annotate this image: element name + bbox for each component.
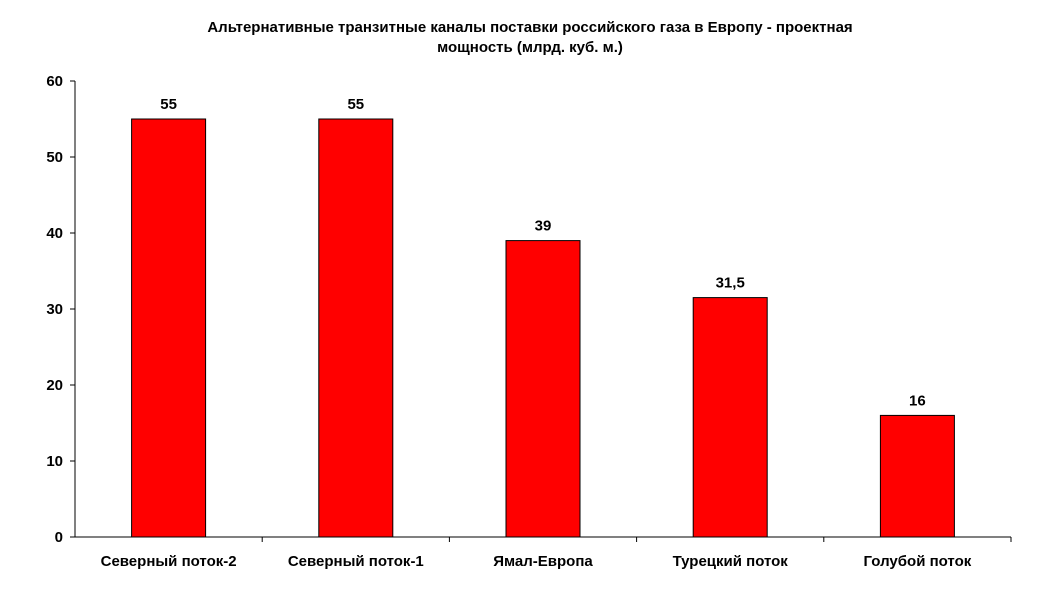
data-label: 55 bbox=[160, 96, 177, 113]
bar bbox=[505, 240, 581, 538]
data-label: 16 bbox=[909, 392, 926, 409]
y-tick-label: 10 bbox=[46, 453, 63, 470]
x-tick-label: Турецкий поток bbox=[673, 553, 789, 570]
x-tick-label: Голубой поток bbox=[864, 553, 972, 570]
data-label: 31,5 bbox=[716, 275, 745, 292]
y-tick-label: 0 bbox=[55, 529, 63, 546]
y-tick-label: 40 bbox=[46, 225, 63, 242]
y-tick-label: 30 bbox=[46, 301, 63, 318]
bar bbox=[879, 414, 955, 538]
y-tick-label: 60 bbox=[46, 73, 63, 90]
y-tick-label: 50 bbox=[46, 149, 63, 166]
data-label: 39 bbox=[535, 218, 552, 235]
x-tick-label: Северный поток-1 bbox=[288, 553, 424, 570]
y-tick-label: 20 bbox=[46, 377, 63, 394]
bar bbox=[692, 297, 768, 538]
bar bbox=[131, 118, 207, 538]
x-tick-label: Ямал-Европа bbox=[493, 553, 593, 570]
chart-title-line-1: Альтернативные транзитные каналы поставк… bbox=[207, 19, 853, 36]
bar bbox=[318, 118, 394, 538]
chart-title-line-2: мощность (млрд. куб. м.) bbox=[437, 39, 623, 56]
data-label: 55 bbox=[347, 96, 364, 113]
x-tick-label: Северный поток-2 bbox=[101, 553, 237, 570]
